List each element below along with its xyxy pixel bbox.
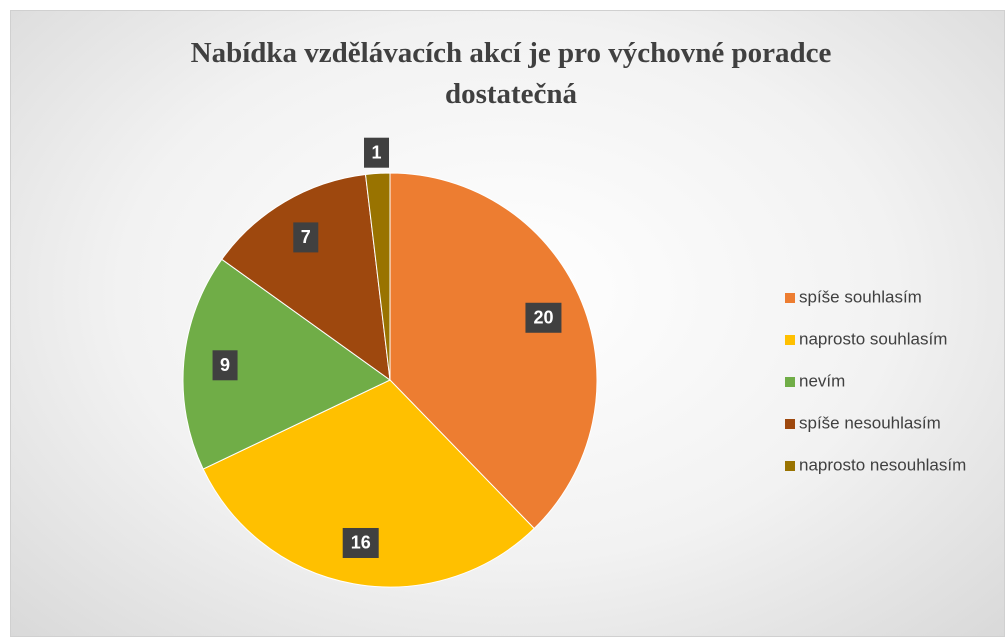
pie-slice (221, 173, 391, 382)
legend-swatch (785, 335, 795, 345)
legend-label: spíše souhlasím (799, 287, 922, 306)
pie-slice (389, 172, 598, 530)
pie-slice (182, 258, 391, 470)
data-label: 20 (533, 308, 553, 328)
legend-swatch (785, 419, 795, 429)
data-label-box (364, 137, 390, 168)
legend-label: spíše nesouhlasím (799, 413, 941, 432)
chart-title: Nabídka vzdělávacích akcí je pro výchovn… (190, 37, 832, 110)
data-label: 16 (351, 533, 371, 553)
pie-slice (364, 172, 391, 381)
pie-slice (202, 379, 535, 588)
data-label-box (525, 302, 562, 333)
legend-swatch (785, 461, 795, 471)
data-label: 1 (372, 142, 382, 162)
legend-swatch (785, 293, 795, 303)
data-label-box (293, 222, 319, 253)
legend-label: naprosto nesouhlasím (799, 455, 966, 474)
legend-label: naprosto souhlasím (799, 329, 947, 348)
data-label: 9 (220, 355, 230, 375)
data-label-box (212, 350, 238, 381)
legend-swatch (785, 377, 795, 387)
legend-label: nevím (799, 371, 845, 390)
data-label: 7 (301, 227, 311, 247)
data-label-box (342, 527, 379, 558)
